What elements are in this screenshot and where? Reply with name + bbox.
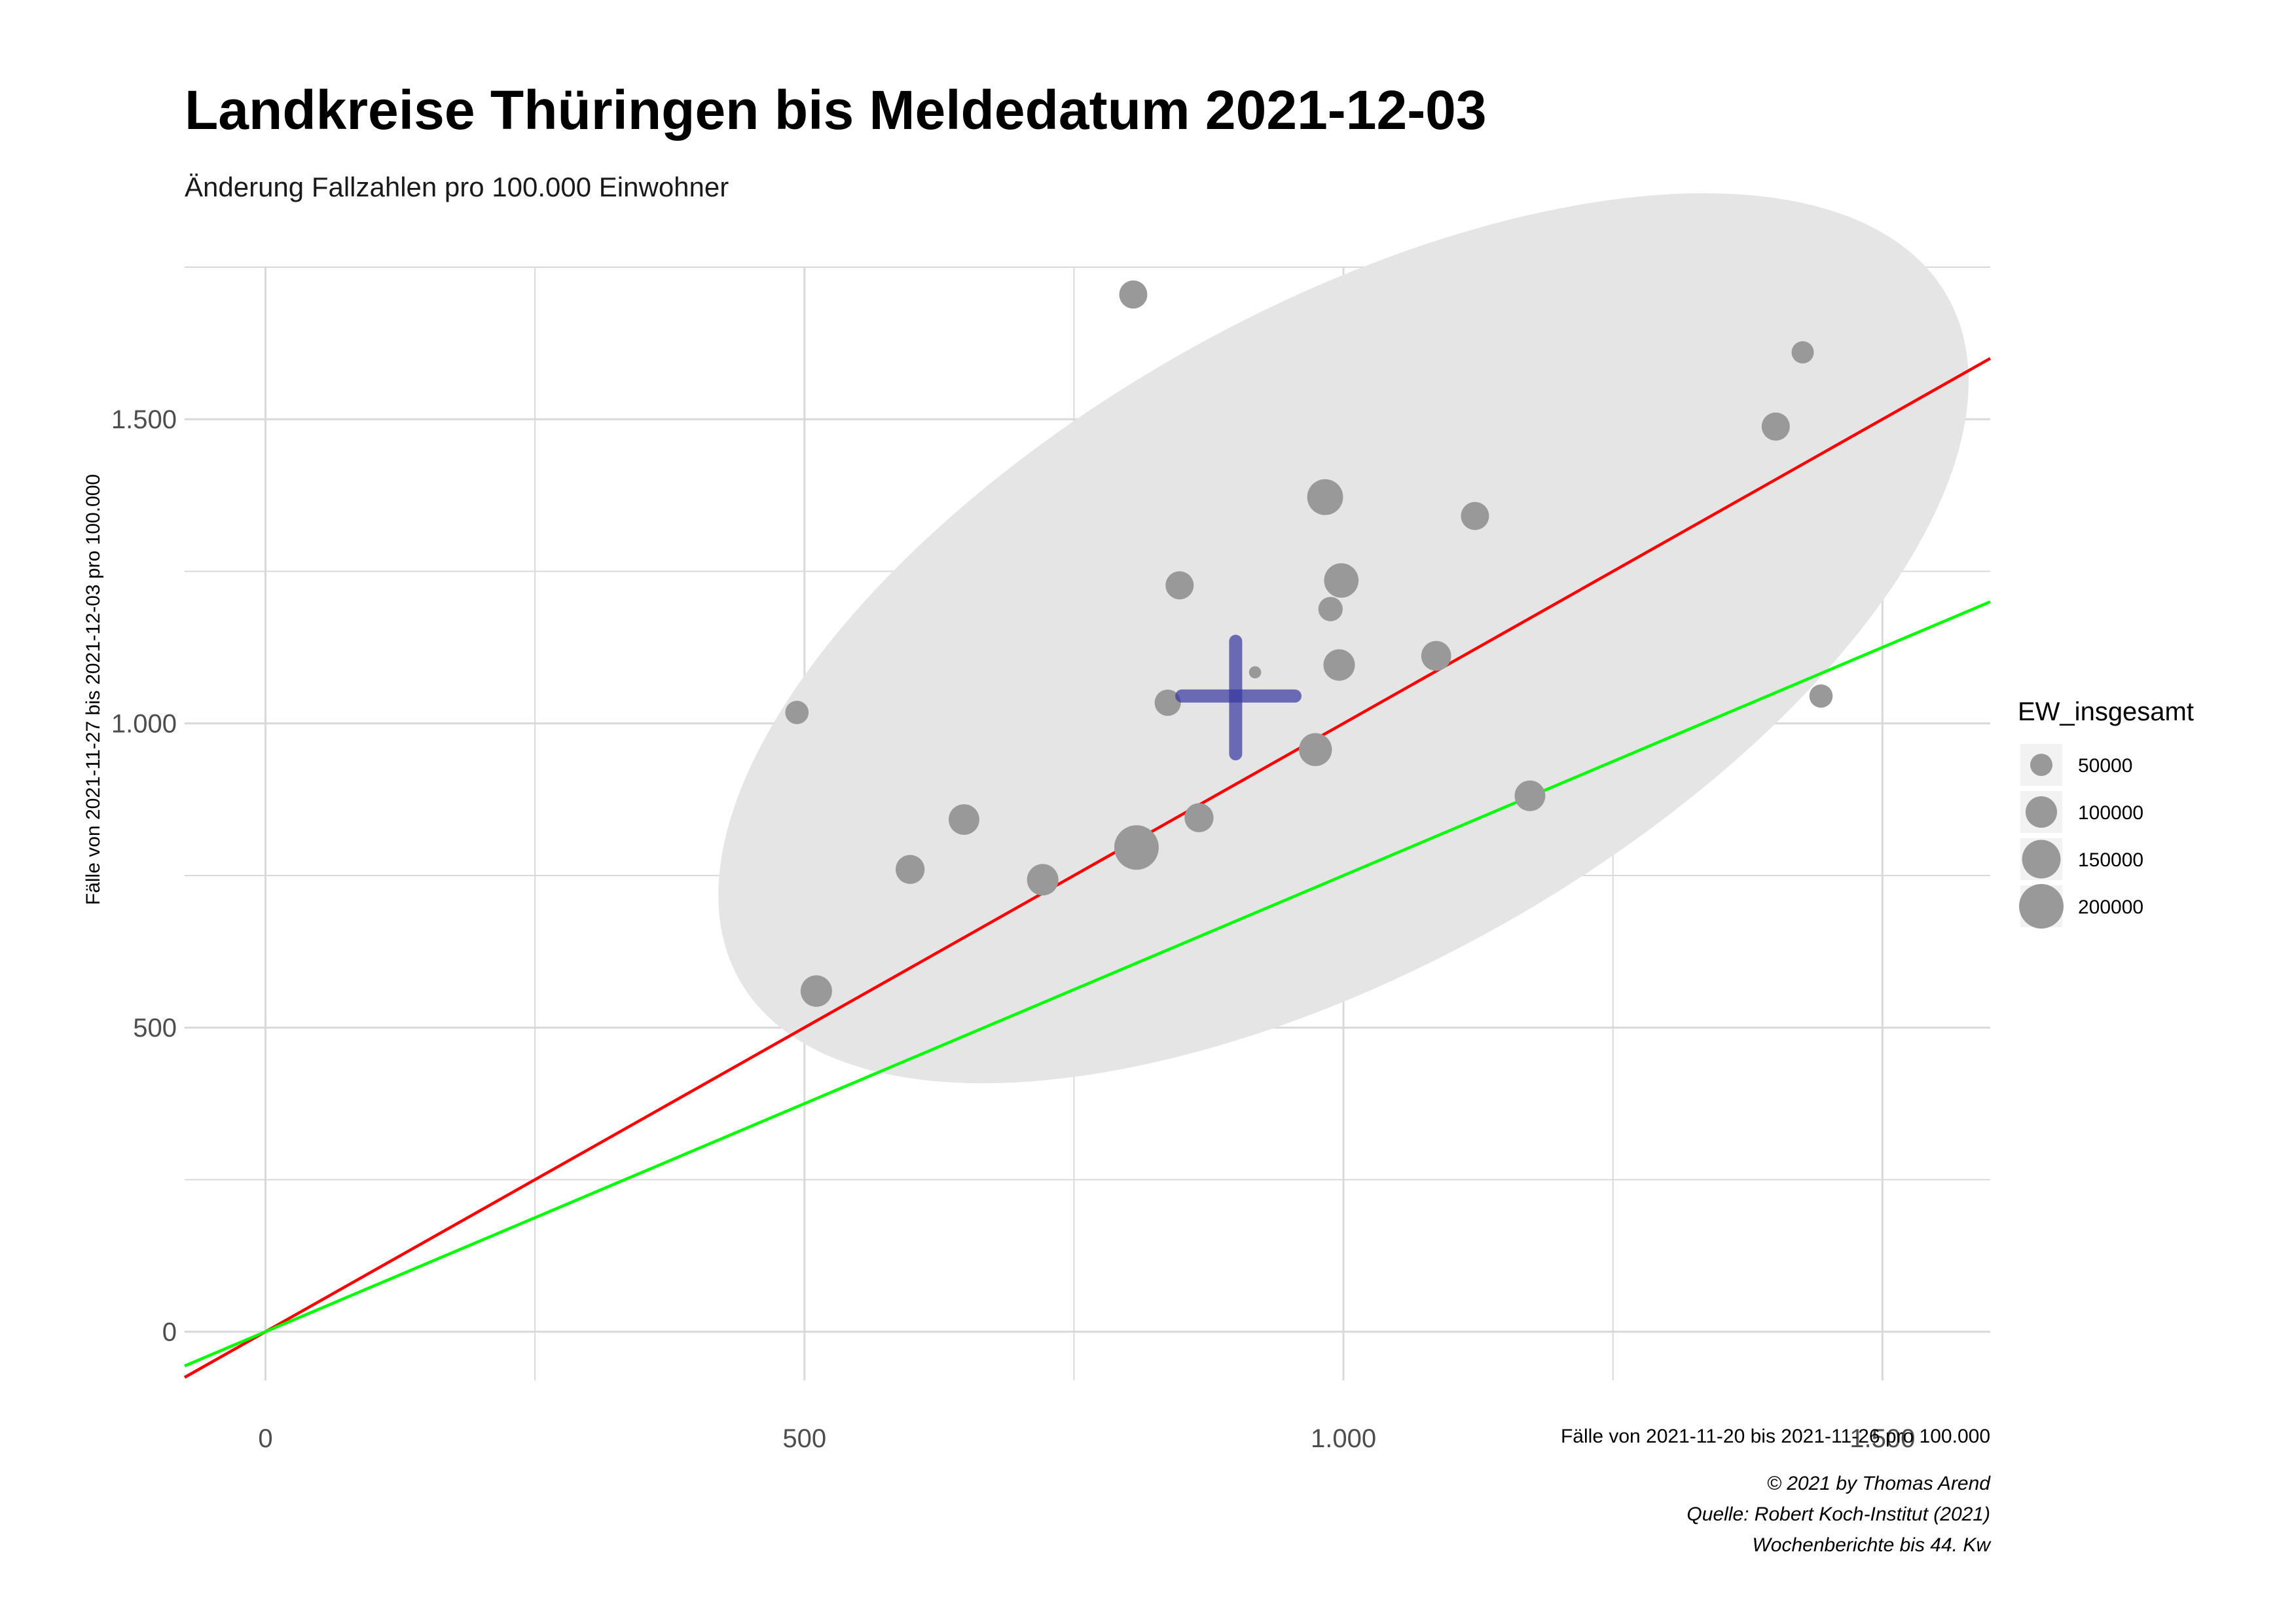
data-point <box>1809 684 1833 708</box>
caption-line-1: © 2021 by Thomas Arend <box>1767 1473 1991 1494</box>
y-tick-label: 1.000 <box>111 710 177 739</box>
y-tick-label: 1.500 <box>111 405 177 434</box>
caption: © 2021 by Thomas Arend Quelle: Robert Ko… <box>1686 1473 1992 1556</box>
chart-subtitle: Änderung Fallzahlen pro 100.000 Einwohne… <box>185 172 729 202</box>
data-point <box>1761 412 1790 441</box>
legend-key-symbol <box>2030 754 2052 776</box>
data-point <box>1299 733 1332 766</box>
data-points <box>785 280 1833 1007</box>
mean-cross <box>1175 635 1302 761</box>
data-point <box>785 701 809 724</box>
legend-entry-label: 100000 <box>2078 802 2143 824</box>
x-axis-label: Fälle von 2021-11-20 bis 2021-11-26 pro … <box>1561 1426 1990 1447</box>
data-point <box>1323 649 1355 681</box>
data-point <box>1791 341 1814 364</box>
data-point <box>1119 280 1148 309</box>
legend-entry-label: 200000 <box>2078 896 2143 918</box>
legend-entry-label: 50000 <box>2078 755 2132 777</box>
legend: EW_insgesamt 50000 100000 150000 200000 <box>2018 697 2194 929</box>
data-point <box>1114 825 1159 870</box>
y-axis-label: Fälle von 2021-11-27 bis 2021-12-03 pro … <box>82 474 104 905</box>
data-point <box>1324 563 1359 598</box>
reference-lines <box>183 357 1992 1379</box>
data-point <box>1514 780 1546 811</box>
data-point <box>1154 690 1181 716</box>
data-point <box>1307 479 1343 515</box>
x-tick-label: 0 <box>258 1424 272 1453</box>
data-point <box>1248 666 1262 678</box>
confidence-ellipse <box>718 193 1969 1084</box>
x-tick-label: 500 <box>782 1424 826 1453</box>
data-point <box>949 804 979 835</box>
data-point <box>1027 864 1059 896</box>
x-tick-label: 1.500 <box>1850 1424 1915 1453</box>
legend-key-symbol <box>2019 884 2064 929</box>
axis-ticks: 0 500 1.000 1.500 0 500 1.000 1.500 <box>111 405 1916 1453</box>
legend-key-symbol <box>2022 840 2061 879</box>
caption-line-2: Quelle: Robert Koch-Institut (2021) <box>1686 1504 1990 1525</box>
data-point <box>800 975 832 1007</box>
caption-line-3: Wochenberichte bis 44. Kw <box>1752 1534 1992 1556</box>
chart-title: Landkreise Thüringen bis Meldedatum 2021… <box>185 79 1487 141</box>
legend-title: EW_insgesamt <box>2018 697 2194 726</box>
confidence-ellipse-layer <box>718 193 1969 1084</box>
data-point <box>895 855 925 884</box>
data-point <box>1318 597 1343 621</box>
legend-key-symbol <box>2025 796 2058 828</box>
data-point <box>1184 803 1214 832</box>
y-tick-label: 500 <box>133 1014 177 1043</box>
reference-line-identity <box>183 357 1992 1379</box>
x-tick-label: 1.000 <box>1311 1424 1376 1453</box>
data-point <box>1461 502 1489 530</box>
reference-line-halving <box>184 600 1991 1368</box>
data-point <box>1165 571 1194 600</box>
y-tick-label: 0 <box>162 1318 177 1347</box>
data-point <box>1421 640 1451 671</box>
legend-entry-label: 150000 <box>2078 849 2143 871</box>
